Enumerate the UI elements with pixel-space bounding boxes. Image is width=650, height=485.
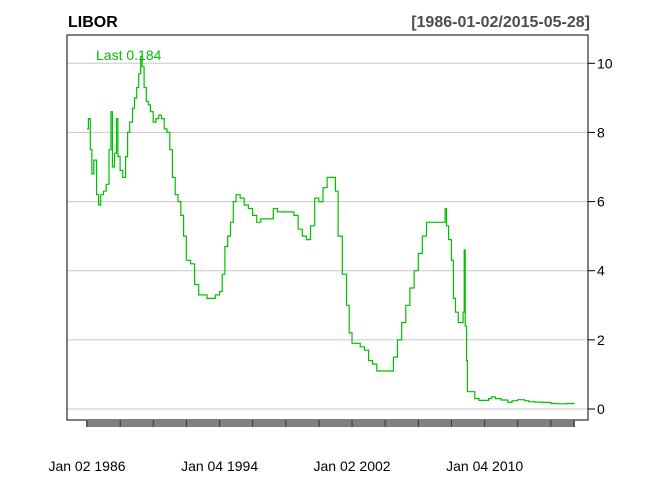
x-tick-label: Jan 02 1986 xyxy=(48,458,125,474)
x-tick-label: Jan 04 2010 xyxy=(446,458,523,474)
y-tick-label: 8 xyxy=(597,124,605,140)
y-tick-label: 2 xyxy=(597,332,605,348)
date-range: [1986-01-02/2015-05-28] xyxy=(411,14,590,31)
x-tick-label: Jan 02 2002 xyxy=(314,458,391,474)
chart-title: LIBOR xyxy=(68,14,118,31)
x-tick-label: Jan 04 1994 xyxy=(181,458,258,474)
plot-frame xyxy=(66,34,589,421)
grid-lines xyxy=(67,62,588,410)
y-tick-label: 4 xyxy=(597,263,605,279)
y-tick-label: 6 xyxy=(597,194,605,210)
y-tick-label: 10 xyxy=(597,55,613,71)
y-tick-label: 0 xyxy=(597,401,605,417)
series-line xyxy=(87,55,575,405)
x-axis: Jan 02 1986 Jan 04 1994 Jan 02 2002 Jan 04 … xyxy=(48,420,575,474)
last-value-label: Last 0.184 xyxy=(96,47,162,63)
y-axis: 0 2 4 6 8 10 xyxy=(588,55,613,417)
x-tick-bar xyxy=(86,421,575,427)
series-layer xyxy=(87,55,575,405)
